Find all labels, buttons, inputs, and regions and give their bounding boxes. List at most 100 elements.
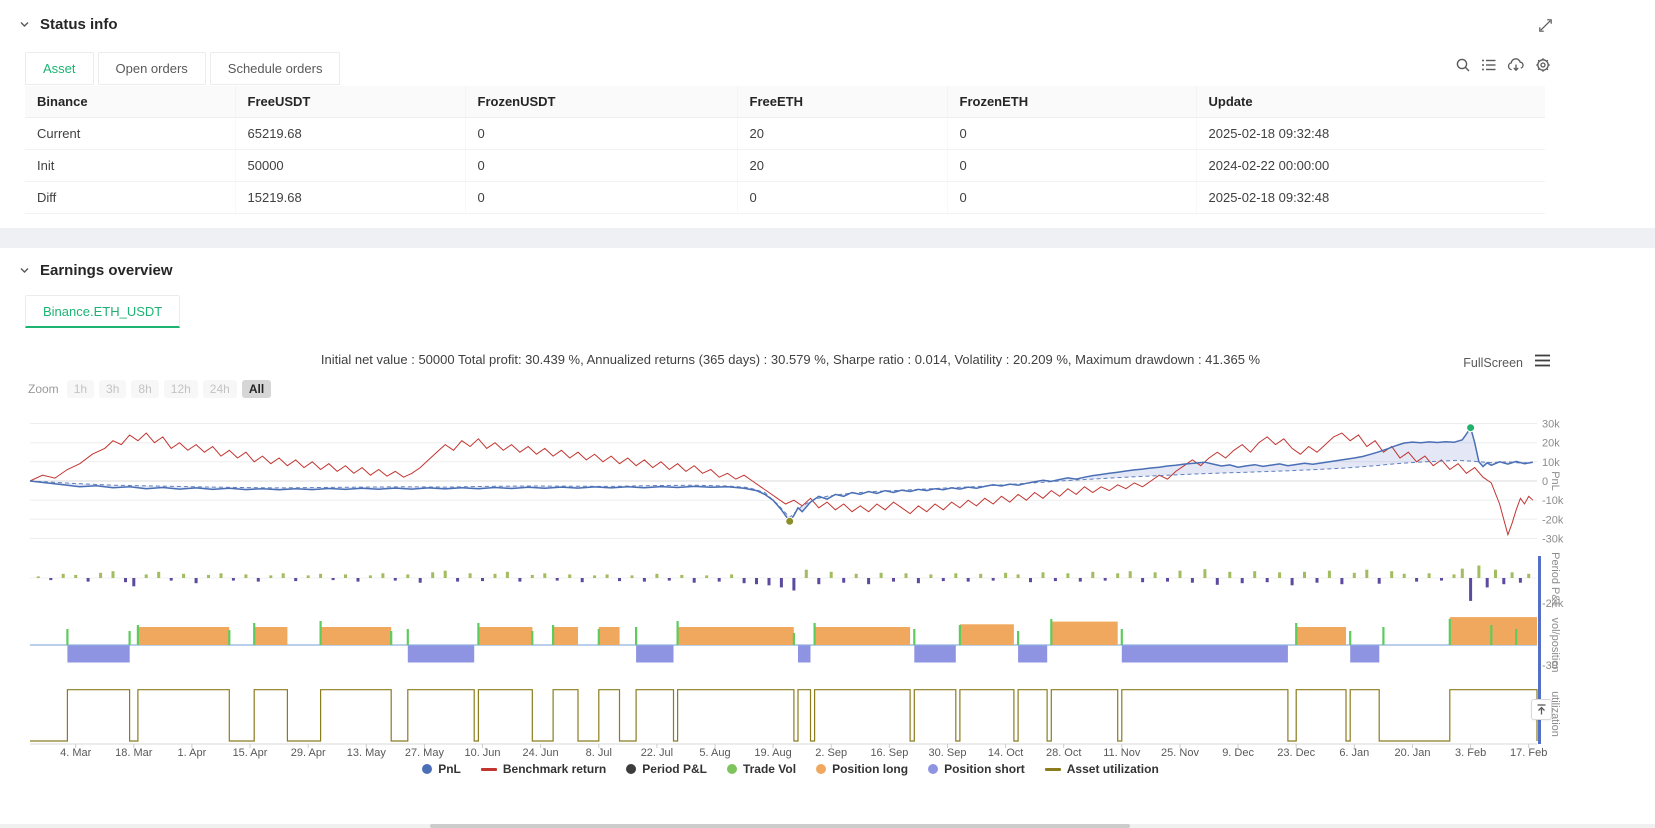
svg-text:10k: 10k [1542, 457, 1560, 469]
svg-text:-24k: -24k [1542, 598, 1564, 610]
scrollbar-handle[interactable] [430, 824, 1130, 828]
period-p-l-marker [626, 764, 637, 774]
svg-text:23. Dec: 23. Dec [1277, 747, 1315, 759]
pnl-marker [422, 764, 433, 774]
collapse-chevron-icon[interactable] [18, 18, 31, 31]
svg-text:3. Feb: 3. Feb [1455, 747, 1486, 759]
svg-text:25. Nov: 25. Nov [1161, 747, 1199, 759]
row-label: Init [25, 149, 236, 182]
position-long-block [1296, 627, 1346, 645]
fullscreen-button[interactable]: FullScreen [1463, 356, 1523, 370]
cloud-sync-icon[interactable] [1507, 57, 1525, 73]
fullscreen-expand-icon[interactable] [1538, 18, 1553, 38]
legend-label: Asset utilization [1066, 762, 1159, 776]
position-long-block [320, 627, 392, 645]
svg-text:-30k: -30k [1542, 534, 1564, 546]
svg-text:16. Sep: 16. Sep [870, 747, 908, 759]
svg-text:-30: -30 [1542, 660, 1558, 672]
zoom-option-12h[interactable]: 12h [163, 380, 198, 398]
settings-gear-icon[interactable] [1535, 57, 1551, 73]
chart-menu-icon[interactable] [1534, 353, 1551, 373]
svg-text:15. Apr: 15. Apr [233, 747, 268, 759]
legend-item-position-long[interactable]: Position long [816, 762, 908, 776]
unordered-list-icon[interactable] [1481, 57, 1497, 73]
tab-schedule-orders[interactable]: Schedule orders [209, 52, 341, 85]
benchmark-return-marker [480, 767, 497, 771]
zoom-option-8h[interactable]: 8h [131, 380, 159, 398]
collapse-chevron-icon[interactable] [18, 264, 31, 277]
svg-text:9. Dec: 9. Dec [1222, 747, 1254, 759]
earnings-tabs: Binance.ETH_USDT [25, 295, 181, 328]
svg-text:24. Jun: 24. Jun [523, 747, 559, 759]
column-header-freeeth: FreeETH [737, 86, 948, 118]
svg-text:13. May: 13. May [347, 747, 387, 759]
svg-text:2. Sep: 2. Sep [815, 747, 847, 759]
legend-label: PnL [438, 762, 461, 776]
zoom-option-1h[interactable]: 1h [66, 380, 95, 398]
earnings-panel-title: Earnings overview [40, 262, 173, 279]
table-cell: 0 [465, 149, 738, 182]
svg-text:-10k: -10k [1542, 495, 1564, 507]
chart-toolbox: FullScreen [1463, 353, 1551, 373]
svg-text:20. Jan: 20. Jan [1394, 747, 1430, 759]
table-cell: 20 [737, 149, 948, 182]
svg-text:29. Apr: 29. Apr [291, 747, 326, 759]
legend-item-asset-utilization[interactable]: Asset utilization [1044, 762, 1159, 776]
position-short-block [67, 645, 130, 663]
table-cell: 2025-02-18 09:32:48 [1196, 117, 1545, 150]
legend-label: Position short [944, 762, 1025, 776]
position-short-block [1350, 645, 1380, 663]
svg-text:30k: 30k [1542, 419, 1560, 431]
svg-text:18. Mar: 18. Mar [115, 747, 153, 759]
position-long-block [959, 624, 1014, 645]
table-cell: 65219.68 [235, 117, 466, 150]
pnl-line [29, 425, 1533, 523]
svg-text:22. Jul: 22. Jul [641, 747, 673, 759]
column-header-update: Update [1196, 86, 1545, 118]
column-header-frozeneth: FrozenETH [947, 86, 1197, 118]
table-row-init: Init 50000 0 20 0 2024-02-22 00:00:00 [25, 149, 1545, 182]
svg-text:10. Jun: 10. Jun [464, 747, 500, 759]
legend-item-period-p-l[interactable]: Period P&L [626, 762, 707, 776]
legend-item-pnl[interactable]: PnL [422, 762, 461, 776]
legend-item-benchmark-return[interactable]: Benchmark return [480, 762, 606, 776]
legend-item-trade-vol[interactable]: Trade Vol [726, 762, 796, 776]
legend-item-position-short[interactable]: Position short [928, 762, 1025, 776]
svg-text:0: 0 [1542, 476, 1548, 488]
x-axis: 4. Mar 18. Mar 1. Apr 15. Apr 29. Apr 13. May… [30, 743, 1547, 759]
table-cell: 2025-02-18 09:32:48 [1196, 181, 1545, 214]
legend-label: Period P&L [642, 762, 707, 776]
table-cell: 0 [737, 181, 948, 214]
back-to-top-button[interactable] [1531, 699, 1552, 720]
position-long-block [598, 627, 620, 645]
position-long-block [137, 627, 230, 645]
zoom-option-all[interactable]: All [241, 380, 272, 398]
svg-text:5. Aug: 5. Aug [699, 747, 730, 759]
table-cell: 0 [947, 149, 1197, 182]
tab-binance-eth-usdt[interactable]: Binance.ETH_USDT [25, 295, 181, 328]
row-label: Current [25, 117, 236, 150]
zoom-option-24h[interactable]: 24h [202, 380, 237, 398]
tab-open-orders[interactable]: Open orders [97, 52, 206, 85]
position-long-block [1449, 617, 1537, 645]
earnings-chart[interactable]: 30k 20k 10k 0 -10k -20k -30k -24k -30 4. Mar 18. M… [0, 398, 1655, 763]
table-cell: 0 [465, 181, 738, 214]
position-short-block [407, 645, 475, 663]
svg-text:PnL: PnL [1549, 471, 1561, 491]
trade-vol-marker [726, 764, 737, 774]
zoom-label: Zoom [28, 382, 59, 396]
tab-asset[interactable]: Asset [25, 52, 94, 85]
svg-text:17. Feb: 17. Feb [1510, 747, 1547, 759]
status-tabs: Asset Open orders Schedule orders [25, 52, 341, 85]
position-short-block [914, 645, 956, 663]
horizontal-scrollbar[interactable] [0, 824, 1655, 828]
svg-text:1. Apr: 1. Apr [178, 747, 207, 759]
pnl-grid: 30k 20k 10k 0 -10k -20k -30k [30, 419, 1564, 546]
position-short-block [636, 645, 674, 663]
pnl-series [29, 423, 1534, 537]
extreme-point-marker [1466, 423, 1476, 433]
table-cell: 50000 [235, 149, 466, 182]
zoom-option-3h[interactable]: 3h [99, 380, 127, 398]
search-icon[interactable] [1455, 57, 1471, 73]
extreme-point-marker [785, 516, 795, 526]
